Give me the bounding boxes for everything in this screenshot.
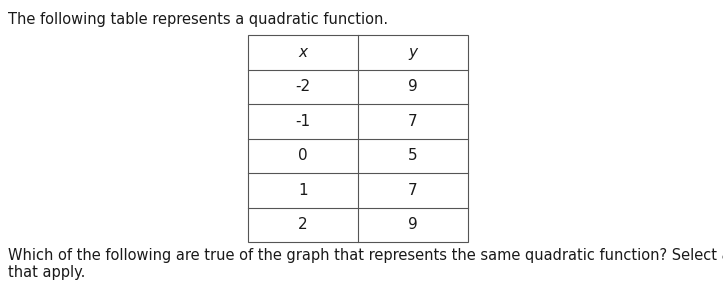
Text: 2: 2	[298, 217, 308, 232]
Text: The following table represents a quadratic function.: The following table represents a quadrat…	[8, 12, 388, 27]
Text: 9: 9	[408, 79, 418, 94]
Text: x: x	[299, 45, 307, 60]
Text: 1: 1	[298, 183, 308, 198]
Text: y: y	[408, 45, 417, 60]
Text: 7: 7	[408, 183, 418, 198]
Text: 0: 0	[298, 148, 308, 163]
Text: Which of the following are true of the graph that represents the same quadratic : Which of the following are true of the g…	[8, 248, 723, 280]
Text: -2: -2	[296, 79, 311, 94]
Text: 7: 7	[408, 114, 418, 129]
Text: -1: -1	[296, 114, 311, 129]
Text: 9: 9	[408, 217, 418, 232]
Text: 5: 5	[408, 148, 418, 163]
